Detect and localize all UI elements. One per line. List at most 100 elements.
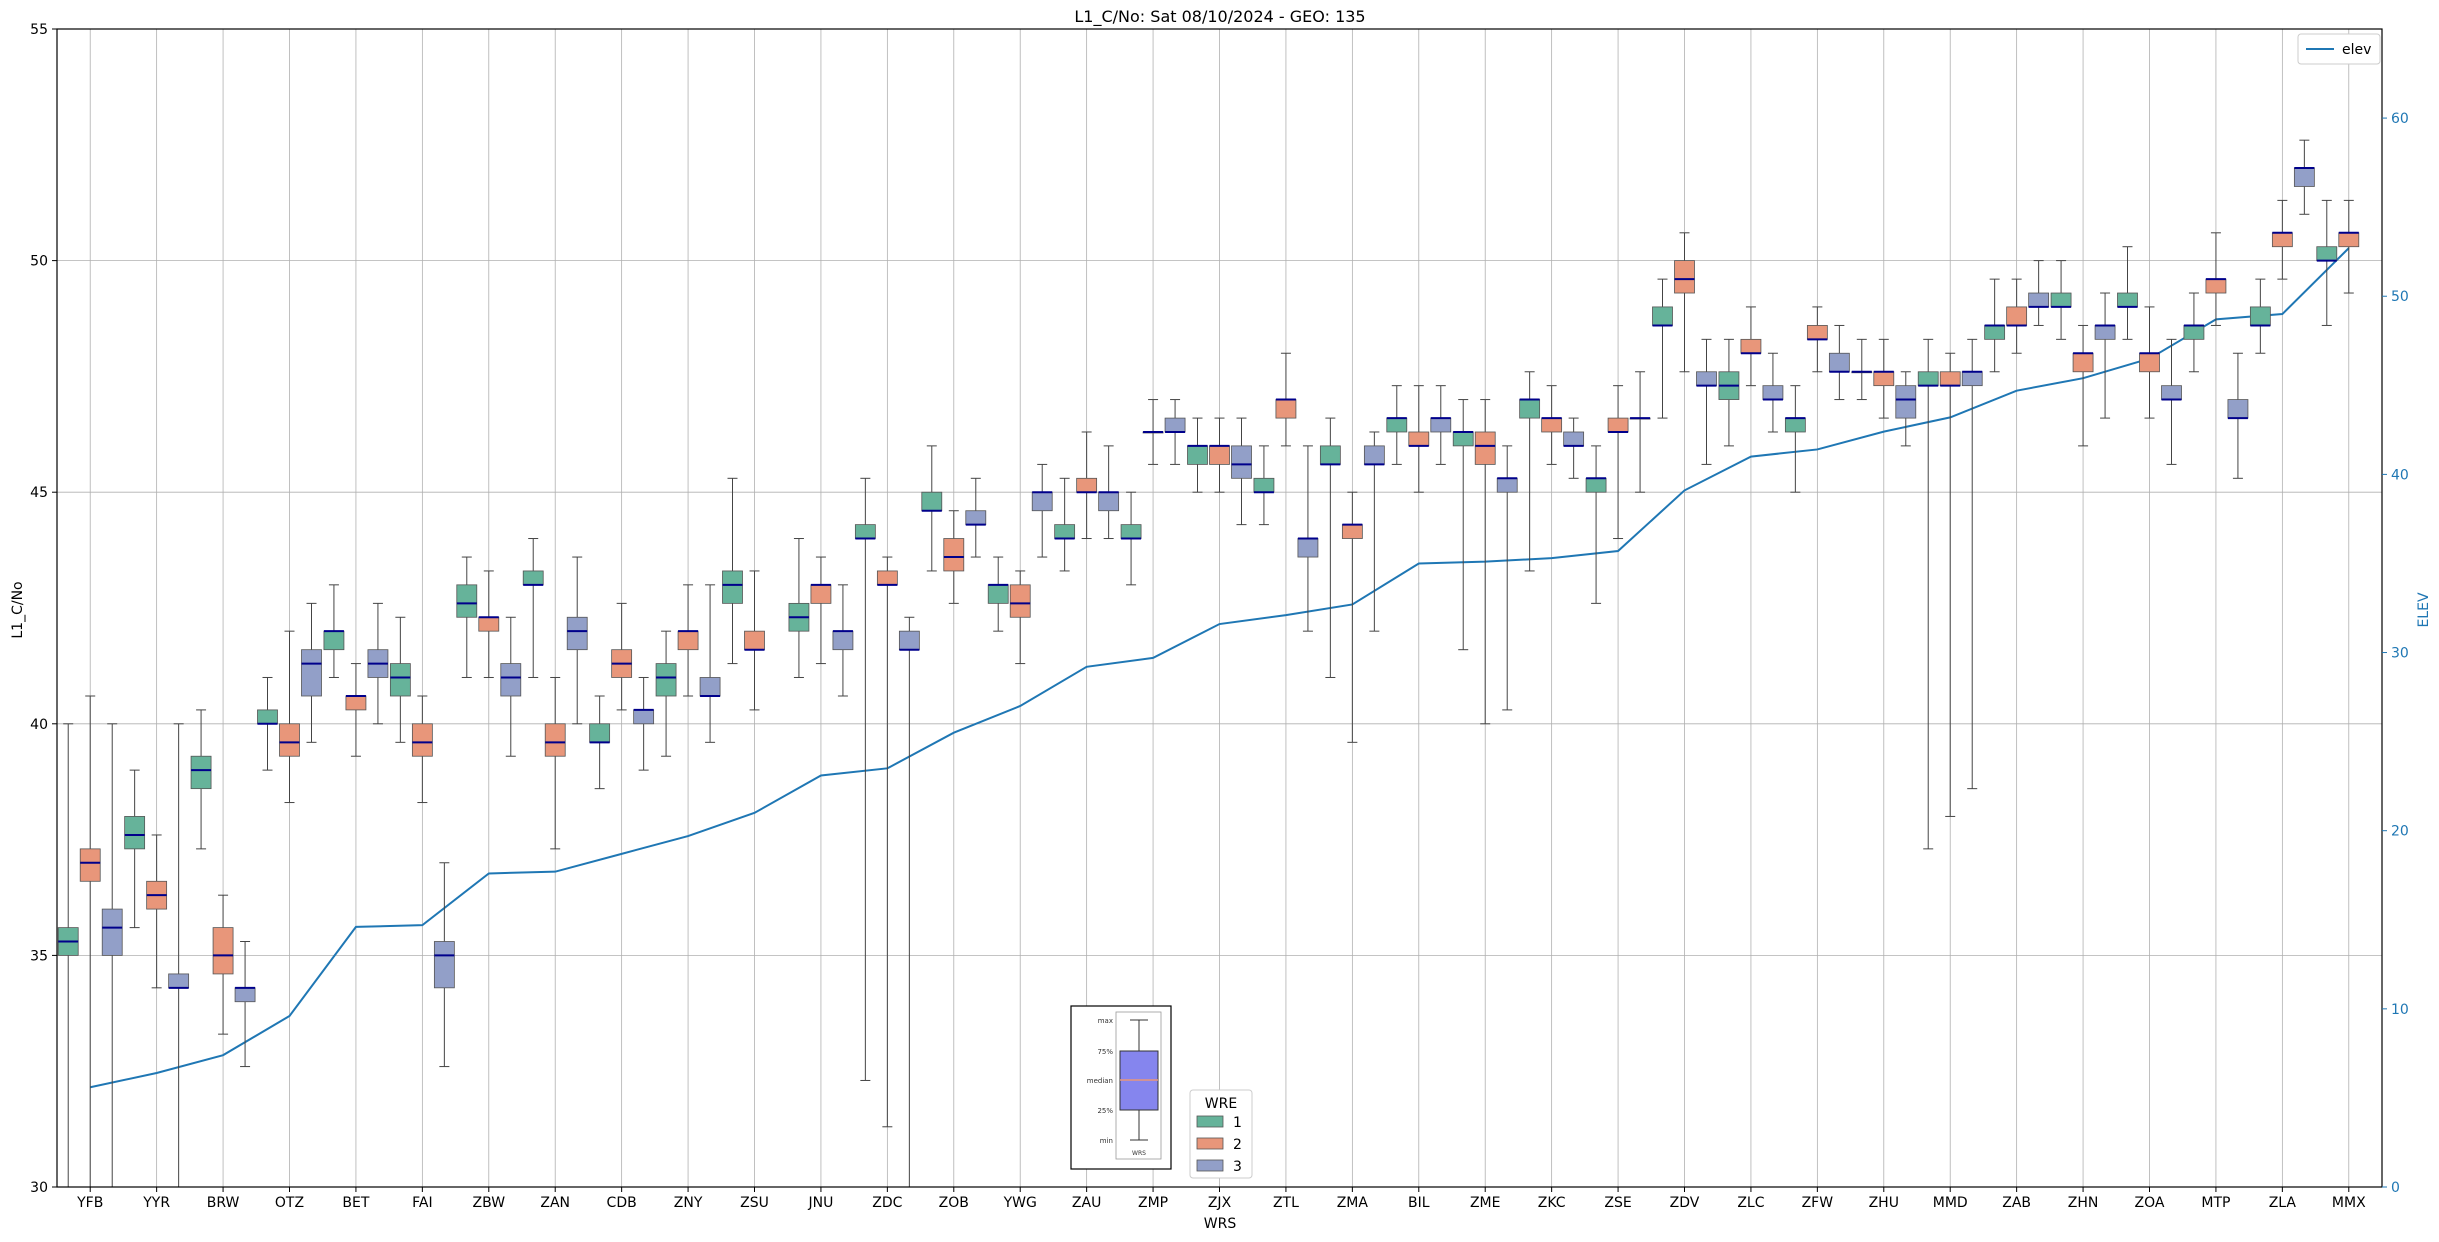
box-iqr bbox=[2006, 306, 2028, 326]
box-iqr bbox=[190, 755, 212, 790]
box-ZOA-wre2 bbox=[2139, 306, 2160, 419]
box-ZOA-wre3 bbox=[2161, 338, 2182, 465]
box-iqr bbox=[1386, 417, 1408, 433]
box-ZOB-wre3 bbox=[965, 477, 987, 558]
box-CDB-wre2 bbox=[611, 602, 633, 711]
box-ZSE-wre3 bbox=[1629, 371, 1651, 493]
box-iqr bbox=[566, 616, 588, 651]
box-iqr bbox=[677, 630, 699, 651]
box-iqr bbox=[1585, 477, 1607, 493]
box-ZAB-wre3 bbox=[2028, 260, 2050, 326]
box-iqr bbox=[1319, 445, 1341, 465]
box-key-inset: max 75% median 25% min WRS bbox=[1070, 1005, 1172, 1170]
box-ZME-wre1 bbox=[1452, 399, 1474, 651]
box-iqr bbox=[2028, 292, 2050, 308]
box-BET-wre3 bbox=[367, 602, 389, 725]
wre-legend-swatch-2 bbox=[1196, 1137, 1224, 1150]
x-axis-label: WRS bbox=[1204, 1216, 1237, 1232]
box-iqr bbox=[1275, 399, 1297, 419]
box-ZKC-wre2 bbox=[1541, 385, 1563, 465]
box-iqr bbox=[2094, 325, 2116, 340]
box-iqr bbox=[1984, 325, 2006, 340]
box-iqr bbox=[456, 584, 478, 618]
box-iqr bbox=[1784, 417, 1806, 433]
box-iqr bbox=[1496, 477, 1518, 493]
box-ZTL-wre3 bbox=[1297, 445, 1319, 632]
y-tick-label: 40 bbox=[30, 717, 48, 733]
box-iqr bbox=[2117, 292, 2138, 308]
box-key-xlabel: WRS bbox=[1132, 1150, 1146, 1157]
x-tick-label: ZFW bbox=[1802, 1195, 1834, 1211]
y-axis-label: L1_C/No bbox=[10, 581, 26, 638]
box-iqr bbox=[2161, 385, 2182, 400]
box-iqr bbox=[1474, 431, 1496, 465]
x-tick-label: BRW bbox=[207, 1195, 240, 1211]
box-ZBW-wre3 bbox=[500, 616, 522, 757]
box-iqr bbox=[1895, 385, 1917, 419]
box-ZTL-wre1 bbox=[1253, 445, 1275, 526]
box-ZJX-wre3 bbox=[1231, 417, 1252, 526]
box-ZAN-wre1 bbox=[522, 538, 544, 678]
box-YWG-wre2 bbox=[1009, 570, 1031, 665]
box-CDB-wre3 bbox=[633, 676, 655, 771]
box-ZFW-wre1 bbox=[1784, 385, 1806, 493]
box-iqr bbox=[212, 927, 234, 975]
box-iqr bbox=[1674, 260, 1695, 294]
box-MMX-wre2 bbox=[2338, 199, 2360, 294]
box-iqr bbox=[1652, 306, 1673, 326]
x-tick-label: ZJX bbox=[1208, 1195, 1232, 1211]
box-key-label-min: min bbox=[1100, 1137, 1113, 1145]
box-iqr bbox=[1164, 417, 1186, 433]
box-ZME-wre3 bbox=[1496, 445, 1518, 711]
box-iqr bbox=[2139, 352, 2160, 373]
box-key-label-q1: 25% bbox=[1097, 1107, 1113, 1115]
y2-tick-label: 10 bbox=[2391, 1002, 2409, 1018]
x-tick-label: BIL bbox=[1408, 1195, 1430, 1211]
box-iqr bbox=[323, 630, 345, 651]
box-ZHU-wre2 bbox=[1873, 338, 1895, 419]
box-ZLC-wre2 bbox=[1740, 306, 1762, 387]
box-iqr bbox=[478, 616, 500, 632]
box-iqr bbox=[1806, 325, 1828, 340]
x-tick-label: ZLC bbox=[1737, 1195, 1764, 1211]
box-iqr bbox=[1917, 371, 1939, 387]
x-tick-label: YFB bbox=[76, 1195, 103, 1211]
box-ZBW-wre2 bbox=[478, 570, 500, 678]
box-BET-wre2 bbox=[345, 663, 367, 757]
box-ZDV-wre1 bbox=[1652, 278, 1673, 419]
box-ZAB-wre2 bbox=[2006, 278, 2028, 354]
box-ZHN-wre3 bbox=[2094, 292, 2116, 419]
box-iqr bbox=[2316, 246, 2338, 261]
box-iqr bbox=[965, 510, 987, 526]
box-iqr bbox=[1363, 445, 1385, 465]
box-iqr bbox=[832, 630, 854, 651]
box-iqr bbox=[1031, 491, 1053, 512]
box-iqr bbox=[1253, 477, 1275, 493]
x-tick-label: YWG bbox=[1003, 1195, 1037, 1211]
box-JNU-wre1 bbox=[788, 538, 810, 678]
box-ZMA-wre3 bbox=[1363, 431, 1385, 632]
box-ZAU-wre3 bbox=[1098, 445, 1120, 540]
box-ZHN-wre1 bbox=[2050, 260, 2072, 340]
y-tick-label: 35 bbox=[30, 948, 48, 964]
box-iqr bbox=[257, 709, 278, 725]
wre-legend-label-1: 1 bbox=[1233, 1115, 1242, 1131]
x-tick-label: ZAB bbox=[2002, 1195, 2031, 1211]
box-MTP-wre2 bbox=[2205, 232, 2227, 326]
x-tick-label: MTP bbox=[2201, 1195, 2230, 1211]
box-YFB-wre1 bbox=[57, 723, 79, 1188]
box-iqr bbox=[1341, 524, 1363, 539]
box-BRW-wre3 bbox=[234, 941, 256, 1068]
y-tick-label: 45 bbox=[30, 485, 48, 501]
box-BRW-wre2 bbox=[212, 894, 234, 1035]
x-tick-label: ZAU bbox=[1072, 1195, 1101, 1211]
y2-tick-label: 60 bbox=[2391, 111, 2409, 127]
box-ZOA-wre1 bbox=[2117, 246, 2138, 340]
box-ZDV-wre2 bbox=[1674, 232, 1695, 373]
x-tick-label: ZNY bbox=[674, 1195, 703, 1211]
box-iqr bbox=[500, 663, 522, 697]
box-MMD-wre1 bbox=[1917, 338, 1939, 850]
y2-tick-label: 20 bbox=[2391, 824, 2409, 840]
y2-tick-label: 30 bbox=[2391, 646, 2409, 662]
